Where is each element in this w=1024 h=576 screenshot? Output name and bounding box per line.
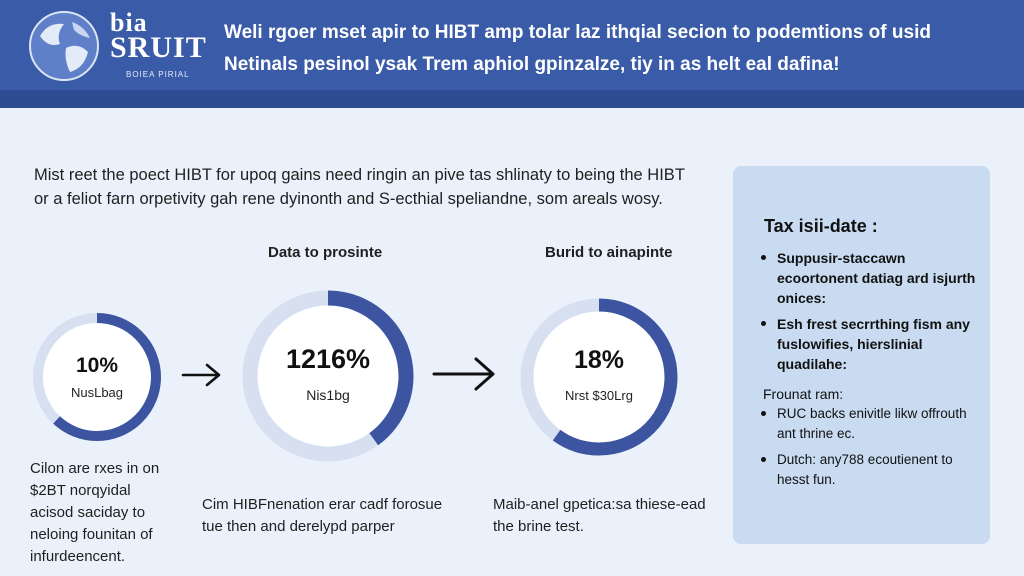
panel-list-item: Suppusir-staccawn ecoortonent datiag ard…	[755, 248, 987, 308]
panel-subheading: Frounat ram:	[763, 386, 844, 402]
progress-ring-1: 10% NusLbag	[30, 310, 164, 444]
caption-right-line: the brine test.	[493, 518, 584, 535]
caption-left-line: Cilon are rxes in on	[30, 460, 160, 477]
progress-ring-2: 1216% Nis1bg	[240, 288, 416, 464]
logo-top-text: bia	[110, 8, 148, 37]
ring-graphic-1	[33, 313, 161, 441]
panel-list-item: RUC backs enivitle likw offrouth ant thr…	[755, 404, 987, 444]
panel-list-secondary: RUC backs enivitle likw offrouth ant thr…	[755, 404, 987, 496]
ring-graphic-3	[520, 298, 678, 456]
caption-middle: Cim HIBFnenation erar cadf forosue tue t…	[202, 494, 482, 538]
caption-left-line: $2BT norqyidal	[30, 482, 131, 499]
header-headline-2: Netinals pesinol ysak Trem aphiol gpinza…	[224, 54, 840, 75]
panel-title: Tax isii-date :	[764, 216, 878, 236]
panel-list-item: Esh frest secrrthing fism any fuslowifie…	[755, 314, 987, 374]
globe-icon	[29, 11, 99, 81]
intro-line-1: Mist reet the poect HIBT for upoq gains …	[34, 166, 685, 184]
ring-3-label: Nrst $30Lrg	[565, 388, 633, 403]
header-headline-1: Weli rgoer mset apir to HIBT amp tolar l…	[224, 22, 931, 43]
caption-middle-line: tue then and derelypd parper	[202, 518, 395, 535]
intro-line-2: or a feliot farn orpetivity gah rene dyi…	[34, 190, 663, 208]
flow-title-middle: Data to prosinte	[268, 244, 383, 261]
ring-2-label: Nis1bg	[306, 387, 350, 403]
panel-list: Suppusir-staccawn ecoortonent datiag ard…	[755, 248, 987, 380]
caption-left-line: infurdeencent.	[30, 548, 126, 565]
caption-middle-line: Cim HIBFnenation erar cadf forosue	[202, 496, 443, 513]
ring-3-percent: 18%	[573, 346, 625, 374]
caption-left-line: acisod saciday to	[30, 504, 146, 521]
tax-info-panel: Tax isii-date : Suppusir-staccawn ecoort…	[733, 166, 990, 544]
caption-left: Cilon are rxes in on $2BT norqyidal acis…	[30, 458, 200, 568]
logo: bia SRUIT BOIEA PIRIAL	[26, 6, 206, 86]
ring-1-percent: 10%	[75, 354, 119, 377]
ring-1-label: NusLbag	[70, 385, 124, 400]
caption-right-line: Maib-anel gpetica:sa thiese-ead	[493, 496, 706, 513]
arrow-right-icon	[181, 363, 221, 387]
header-banner: bia SRUIT BOIEA PIRIAL Weli rgoer mset a…	[0, 0, 1024, 108]
ring-2-percent: 1216%	[285, 344, 371, 374]
flow-title-right: Burid to ainapinte	[545, 244, 673, 261]
panel-list-item: Dutch: any788 ecoutienent to hesst fun.	[755, 450, 987, 490]
logo-main-text: SRUIT	[110, 31, 207, 64]
logo-sub-text: BOIEA PIRIAL	[126, 70, 190, 79]
ring-graphic-2	[242, 290, 414, 462]
arrow-right-icon	[432, 357, 495, 391]
header-band	[0, 90, 1024, 108]
caption-left-line: neloing founitan of	[30, 526, 153, 543]
caption-right: Maib-anel gpetica:sa thiese-ead the brin…	[493, 494, 733, 538]
progress-ring-3: 18% Nrst $30Lrg	[518, 296, 680, 458]
intro-text: Mist reet the poect HIBT for upoq gains …	[34, 163, 694, 211]
